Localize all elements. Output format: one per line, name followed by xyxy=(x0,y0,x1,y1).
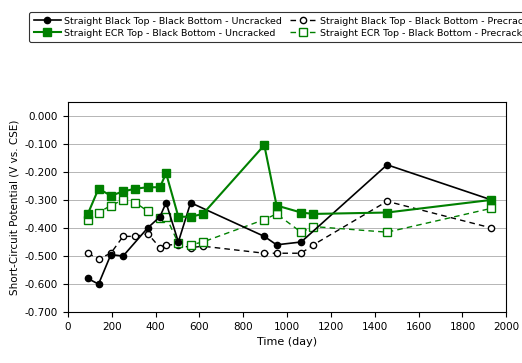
Straight Black Top - Black Bottom - Uncracked xyxy=(163,200,169,205)
Straight ECR Top - Black Bottom - Precracked xyxy=(163,215,169,219)
Straight ECR Top - Black Bottom - Uncracked xyxy=(384,210,390,215)
Straight Black Top - Black Bottom - Precracked xyxy=(96,257,102,261)
Y-axis label: Short-Circuit Potential (V vs. CSE): Short-Circuit Potential (V vs. CSE) xyxy=(9,119,19,295)
Straight Black Top - Black Bottom - Uncracked xyxy=(274,242,280,247)
Line: Straight ECR Top - Black Bottom - Precracked: Straight ECR Top - Black Bottom - Precra… xyxy=(84,196,495,249)
Straight Black Top - Black Bottom - Precracked xyxy=(187,245,194,250)
Straight ECR Top - Black Bottom - Precracked xyxy=(157,216,163,220)
Straight ECR Top - Black Bottom - Uncracked xyxy=(488,198,494,202)
Straight ECR Top - Black Bottom - Uncracked xyxy=(132,187,138,191)
Straight ECR Top - Black Bottom - Uncracked xyxy=(310,212,316,216)
Straight ECR Top - Black Bottom - Precracked xyxy=(85,217,91,222)
Straight ECR Top - Black Bottom - Uncracked xyxy=(187,215,194,219)
Straight Black Top - Black Bottom - Uncracked xyxy=(120,254,126,258)
Straight Black Top - Black Bottom - Uncracked xyxy=(157,215,163,219)
Straight Black Top - Black Bottom - Precracked xyxy=(488,226,494,230)
X-axis label: Time (day): Time (day) xyxy=(257,338,317,347)
Straight Black Top - Black Bottom - Precracked xyxy=(157,245,163,250)
Straight Black Top - Black Bottom - Uncracked xyxy=(187,200,194,205)
Straight ECR Top - Black Bottom - Uncracked xyxy=(96,187,102,191)
Straight ECR Top - Black Bottom - Precracked xyxy=(274,212,280,216)
Straight Black Top - Black Bottom - Precracked xyxy=(132,234,138,238)
Line: Straight Black Top - Black Bottom - Uncracked: Straight Black Top - Black Bottom - Uncr… xyxy=(85,162,494,287)
Straight Black Top - Black Bottom - Precracked xyxy=(163,242,169,247)
Straight ECR Top - Black Bottom - Precracked xyxy=(145,209,151,213)
Straight ECR Top - Black Bottom - Uncracked xyxy=(298,210,304,215)
Straight ECR Top - Black Bottom - Precracked xyxy=(200,240,206,244)
Straight ECR Top - Black Bottom - Precracked xyxy=(310,224,316,229)
Straight Black Top - Black Bottom - Uncracked xyxy=(145,226,151,230)
Straight ECR Top - Black Bottom - Precracked xyxy=(175,241,182,246)
Line: Straight Black Top - Black Bottom - Precracked: Straight Black Top - Black Bottom - Prec… xyxy=(85,198,494,262)
Straight ECR Top - Black Bottom - Uncracked xyxy=(175,215,182,219)
Straight ECR Top - Black Bottom - Uncracked xyxy=(120,189,126,193)
Straight ECR Top - Black Bottom - Precracked xyxy=(187,242,194,247)
Straight ECR Top - Black Bottom - Precracked xyxy=(261,217,267,222)
Straight ECR Top - Black Bottom - Uncracked xyxy=(157,185,163,189)
Straight ECR Top - Black Bottom - Precracked xyxy=(298,230,304,234)
Legend: Straight Black Top - Black Bottom - Uncracked, Straight ECR Top - Black Bottom -: Straight Black Top - Black Bottom - Uncr… xyxy=(29,12,522,42)
Straight ECR Top - Black Bottom - Uncracked xyxy=(274,203,280,208)
Straight Black Top - Black Bottom - Precracked xyxy=(384,199,390,204)
Straight ECR Top - Black Bottom - Precracked xyxy=(384,230,390,234)
Straight ECR Top - Black Bottom - Precracked xyxy=(488,206,494,211)
Straight Black Top - Black Bottom - Precracked xyxy=(261,251,267,256)
Straight Black Top - Black Bottom - Uncracked xyxy=(85,276,91,281)
Straight ECR Top - Black Bottom - Uncracked xyxy=(200,212,206,216)
Line: Straight ECR Top - Black Bottom - Uncracked: Straight ECR Top - Black Bottom - Uncrac… xyxy=(84,141,495,221)
Straight Black Top - Black Bottom - Uncracked xyxy=(384,163,390,167)
Straight Black Top - Black Bottom - Precracked xyxy=(85,251,91,256)
Straight ECR Top - Black Bottom - Uncracked xyxy=(85,212,91,216)
Straight Black Top - Black Bottom - Precracked xyxy=(120,234,126,238)
Straight Black Top - Black Bottom - Precracked xyxy=(200,244,206,248)
Straight ECR Top - Black Bottom - Precracked xyxy=(132,200,138,205)
Straight ECR Top - Black Bottom - Precracked xyxy=(120,198,126,202)
Straight ECR Top - Black Bottom - Uncracked xyxy=(108,193,114,198)
Straight ECR Top - Black Bottom - Precracked xyxy=(108,203,114,208)
Straight Black Top - Black Bottom - Precracked xyxy=(298,251,304,256)
Straight ECR Top - Black Bottom - Uncracked xyxy=(145,185,151,189)
Straight Black Top - Black Bottom - Precracked xyxy=(274,251,280,256)
Straight ECR Top - Black Bottom - Precracked xyxy=(96,210,102,215)
Straight Black Top - Black Bottom - Precracked xyxy=(175,242,182,247)
Straight Black Top - Black Bottom - Uncracked xyxy=(488,198,494,202)
Straight Black Top - Black Bottom - Uncracked xyxy=(175,240,182,244)
Straight ECR Top - Black Bottom - Uncracked xyxy=(261,143,267,147)
Straight Black Top - Black Bottom - Uncracked xyxy=(261,234,267,238)
Straight Black Top - Black Bottom - Uncracked xyxy=(298,240,304,244)
Straight Black Top - Black Bottom - Precracked xyxy=(145,231,151,236)
Straight Black Top - Black Bottom - Precracked xyxy=(310,242,316,247)
Straight ECR Top - Black Bottom - Uncracked xyxy=(163,171,169,175)
Straight Black Top - Black Bottom - Uncracked xyxy=(96,282,102,286)
Straight Black Top - Black Bottom - Uncracked xyxy=(108,252,114,257)
Straight Black Top - Black Bottom - Precracked xyxy=(108,251,114,256)
